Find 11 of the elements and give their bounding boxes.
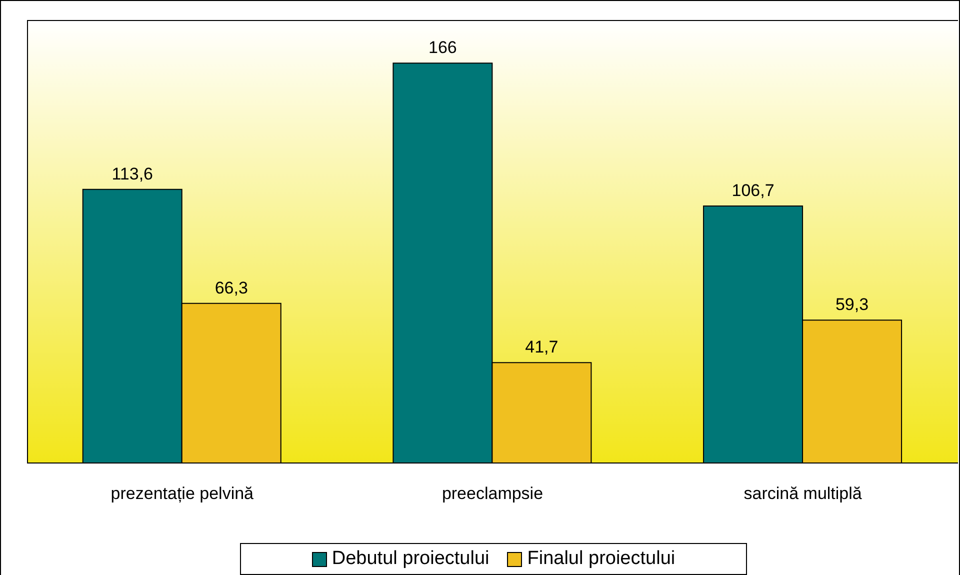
data-label: 41,7 <box>525 338 558 357</box>
data-label: 113,6 <box>112 164 153 184</box>
legend-label: Debutul proiectului <box>332 548 490 570</box>
x-tick-label: prezentație pelvină <box>110 484 254 504</box>
x-tick-label: preeclampsie <box>442 484 544 504</box>
data-label: 59,3 <box>835 295 869 314</box>
legend-label: Finalul proiectului <box>527 548 676 570</box>
x-tick-label: sarcină multiplă <box>744 484 862 504</box>
data-label: 106,7 <box>732 181 774 200</box>
data-label: 166 <box>428 38 457 58</box>
data-label: 66,3 <box>214 278 248 298</box>
